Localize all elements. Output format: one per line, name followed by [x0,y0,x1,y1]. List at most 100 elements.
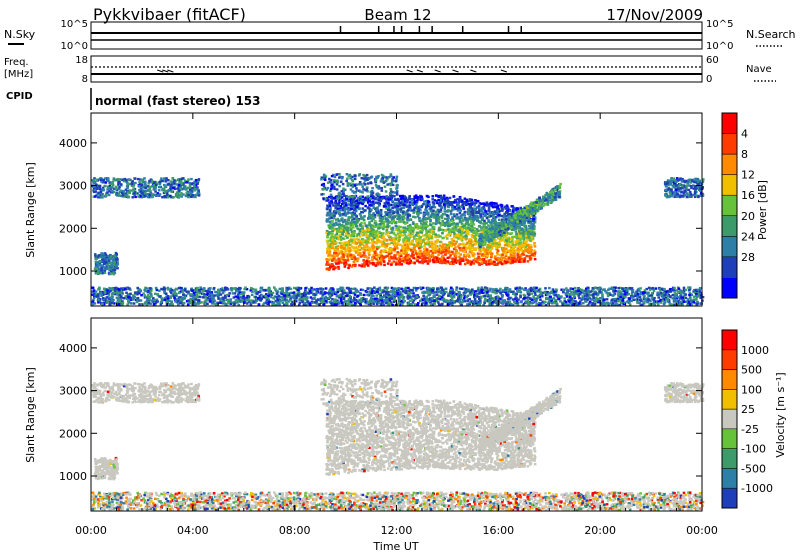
power-cell [339,204,343,208]
power-cell [384,211,387,214]
power-cell [334,218,338,221]
power-cell [398,229,402,232]
power-cell [513,208,517,211]
power-cell [502,251,505,255]
power-cell [455,260,458,264]
power-cell [429,207,433,210]
power-cell [484,230,488,234]
power-cell [507,260,511,264]
power-cell [528,255,531,258]
power-cell [499,261,502,264]
power-cell [148,193,152,197]
power-cell [503,227,506,230]
power-cell [535,201,538,204]
power-cell [385,238,389,242]
power-cell [130,184,134,187]
power-cell [369,232,372,236]
power-cell [350,219,354,223]
power-cell [385,246,388,249]
power-cell [385,233,388,236]
power-cell [442,213,446,216]
power-cell [338,230,342,234]
power-cell [438,240,442,244]
power-cell [388,259,391,263]
power-cell [509,244,513,248]
power-cell [494,244,498,247]
power-cell [365,258,369,261]
power-cell [409,243,413,246]
power-cell [180,195,183,198]
power-cell [454,256,458,259]
power-cell [512,250,515,253]
power-cell [457,235,460,238]
power-cell [443,210,447,213]
power-cell [427,200,430,203]
power-cell [479,239,483,243]
power-cell [471,235,474,239]
power-cell [418,243,422,246]
power-cell [494,220,498,224]
power-cell [355,205,359,209]
power-cell [374,254,378,257]
power-cell [405,205,409,208]
power-cell [419,249,422,253]
power-cell [140,178,144,181]
power-cell [428,228,432,231]
power-cell [461,249,465,253]
power-cell [529,225,532,228]
power-cell [405,261,409,265]
power-cell [425,199,428,203]
power-cell [471,240,474,243]
power-cell [458,247,461,250]
power-cell [414,250,418,253]
power-cell [123,177,127,181]
power-cell [482,242,486,246]
power-cell [106,185,110,188]
power-cell [396,217,399,221]
power-cell [357,251,360,255]
power-cell [438,228,442,231]
power-cell [440,197,443,201]
power-cell [372,218,375,221]
power-cell [350,201,354,204]
power-cell [502,247,505,250]
power-cell [503,205,507,208]
power-cell [369,217,373,220]
power-cell [332,204,335,207]
power-cell [366,264,370,267]
nsky-spikes [339,26,522,33]
power-cell [495,223,498,227]
power-cell [173,185,176,188]
power-cell [673,178,676,182]
power-cell [431,248,434,252]
power-cell [328,220,332,224]
power-cell [480,247,484,250]
power-cell [428,236,432,239]
power-cell [533,234,536,237]
power-cell [408,261,412,265]
power-cell [530,213,534,216]
power-cell [92,195,96,198]
power-cell [505,258,509,261]
power-cell [411,250,415,254]
freq-tick-top: 18 [75,55,88,66]
power-cell [435,199,439,203]
power-cell [515,240,518,244]
power-cell [173,182,176,185]
power-cell [125,180,128,184]
power-cell [132,183,136,186]
power-cell [97,196,100,199]
power-cell [376,201,380,205]
power-cell [345,222,349,226]
power-cell [501,207,504,210]
power-cell [532,201,535,205]
power-cell [520,212,523,215]
power-cell [672,185,676,189]
power-cell [363,255,367,259]
power-cell [365,262,369,266]
power-cell [427,235,430,238]
power-cell [517,221,521,225]
power-cell [495,232,499,235]
power-cell [496,204,500,207]
